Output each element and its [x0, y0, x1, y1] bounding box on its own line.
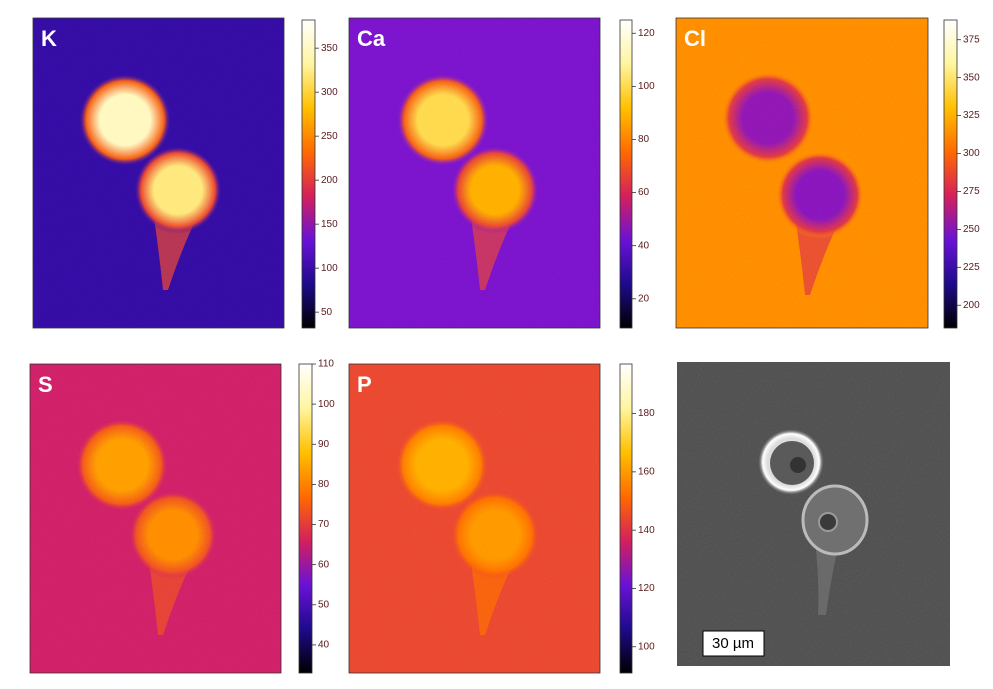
frame [675, 17, 929, 329]
colorbar-tick-label: 225 [963, 262, 980, 273]
colorbar-tick-label: 100 [321, 263, 338, 274]
colorbar-tick-label: 300 [321, 87, 338, 98]
colorbar-tick-label: 60 [318, 559, 330, 570]
noise [676, 18, 928, 328]
colorbar-tick-label: 40 [318, 640, 330, 651]
colorbar-tick-label: 20 [638, 293, 650, 304]
colorbar-tick-label: 70 [318, 519, 330, 530]
heatmap [676, 18, 928, 328]
colorbar-tick-label: 100 [638, 641, 655, 652]
panel-title: K [41, 26, 57, 51]
heatmap [349, 364, 600, 673]
colorbar-tick-label: 350 [321, 43, 338, 54]
colorbar-tick-label: 50 [318, 599, 330, 610]
colorbar-tick-label: 60 [638, 187, 650, 198]
colorbar [943, 19, 958, 329]
colorbar-tick-label: 325 [963, 110, 980, 121]
noise [33, 18, 284, 328]
colorbar-tick-label: 350 [963, 72, 980, 83]
frame [348, 17, 601, 329]
heatmap [33, 18, 284, 328]
colorbar-tick-label: 80 [318, 479, 330, 490]
colorbar-tick-label: 90 [318, 439, 330, 450]
panel-title: S [38, 372, 53, 397]
scale-bar-label: 30 µm [712, 635, 754, 652]
colorbar-tick-label: 100 [638, 81, 655, 92]
colorbar-tick-label: 120 [638, 28, 655, 39]
colorbar-tick-label: 275 [963, 186, 980, 197]
phase-contrast-photo: 30 µm [677, 362, 950, 666]
colorbar [619, 19, 633, 329]
colorbar-tick-label: 80 [638, 134, 650, 145]
colorbar [298, 363, 313, 674]
noise [349, 18, 600, 328]
colorbar [619, 363, 633, 674]
colorbar-tick-label: 375 [963, 34, 980, 45]
frame [348, 363, 601, 674]
colorbar [301, 19, 316, 329]
noise [30, 364, 281, 673]
colorbar-tick-label: 110 [318, 359, 334, 370]
noise [349, 364, 600, 673]
colorbar-tick-label: 150 [321, 219, 338, 230]
colorbar-tick-label: 200 [321, 175, 338, 186]
panel-title: Cl [684, 26, 706, 51]
panel-title: Ca [357, 26, 386, 51]
colorbar-tick-label: 250 [963, 224, 980, 235]
colorbar-tick-label: 100 [318, 399, 335, 410]
colorbar-tick-label: 300 [963, 148, 980, 159]
frame [29, 363, 282, 674]
panel-title: P [357, 372, 372, 397]
colorbar-tick-label: 250 [321, 131, 338, 142]
colorbar-tick-label: 120 [638, 583, 655, 594]
frame [32, 17, 285, 329]
colorbar-tick-label: 40 [638, 240, 650, 251]
colorbar-tick-label: 160 [638, 466, 655, 477]
heatmap [349, 18, 600, 328]
heatmap [30, 364, 281, 673]
colorbar-tick-label: 200 [963, 300, 980, 311]
colorbar-tick-label: 140 [638, 525, 655, 536]
colorbar-tick-label: 180 [638, 408, 655, 419]
colorbar-tick-label: 50 [321, 307, 333, 318]
